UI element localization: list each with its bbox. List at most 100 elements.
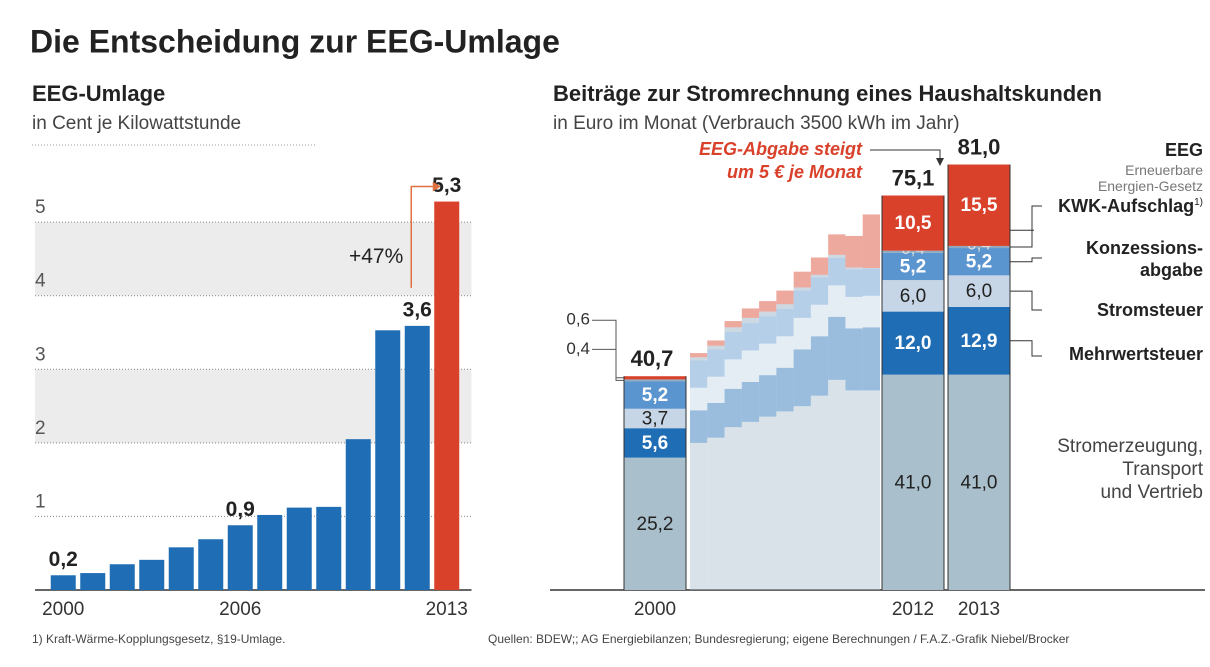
bar-segment-faded (845, 235, 863, 268)
segment-label: 41,0 (895, 472, 932, 493)
bar-segment-faded (845, 267, 863, 270)
bar-segment-faded (759, 375, 777, 417)
leader-line (592, 348, 624, 381)
bar-segment (882, 250, 944, 253)
bar (375, 330, 401, 590)
segment-label: 5,6 (642, 433, 668, 454)
bar-segment-faded (776, 411, 794, 590)
bar-segment-faded (776, 304, 794, 309)
legend-label: KWK-Aufschlag1) (1058, 196, 1203, 216)
annotation: +47% (349, 245, 403, 268)
segment-label: 5,2 (966, 252, 992, 273)
bar-segment (882, 280, 944, 312)
y-tick-label: 4 (35, 271, 46, 292)
segment-label: 6,0 (900, 286, 926, 307)
bar (198, 539, 224, 590)
legend-label: Konzessions- abgabe (1085, 238, 1203, 280)
bar-segment-faded (741, 381, 760, 422)
bar-segment-faded (690, 410, 708, 443)
bar-segment-faded (741, 323, 760, 351)
bar-segment-faded (793, 349, 811, 407)
y-tick-label: 5 (35, 197, 46, 218)
segment-label: 12,9 (961, 331, 998, 352)
bar (109, 564, 135, 590)
segment-label: 41,0 (961, 472, 998, 493)
bar (168, 547, 194, 590)
x-tick-label: 2006 (219, 599, 261, 620)
bar-segment-faded (810, 274, 829, 278)
annotation-arrow (870, 149, 941, 160)
total-label: 81,0 (958, 134, 1001, 159)
bar-segment-faded (741, 317, 760, 324)
bar-segment-faded (690, 357, 708, 361)
segment-label: 3,7 (642, 409, 668, 430)
bar-segment-faded (741, 421, 760, 590)
right-title: Beiträge zur Stromrechnung eines Haushal… (553, 81, 1102, 106)
bar-segment-faded (724, 327, 742, 333)
bar-segment (948, 306, 1010, 375)
bar-segment-faded (759, 311, 777, 317)
bar-segment (882, 311, 944, 375)
bar-segment-faded (707, 437, 725, 590)
bar-segment-faded (793, 290, 811, 318)
bar-segment-faded (810, 336, 829, 396)
bar (80, 573, 106, 590)
bar-segment-faded (810, 395, 829, 590)
bar-segment-faded (724, 359, 742, 389)
bar (227, 525, 253, 590)
bar-segment-faded (759, 301, 777, 312)
bar-segment-faded (810, 277, 829, 305)
bar-segment-faded (810, 257, 829, 275)
bar-segment-faded (793, 287, 811, 291)
x-tick-label: 2012 (892, 599, 934, 620)
bar-segment (882, 374, 944, 590)
left-subtitle: in Cent je Kilowattstunde (32, 113, 241, 134)
y-tick-label: 3 (35, 344, 46, 365)
legend-label: Mehrwertsteuer (1068, 344, 1203, 364)
bar-segment (624, 428, 686, 458)
total-label: 75,1 (892, 165, 935, 190)
bar-segment-faded (707, 340, 725, 346)
total-label: 40,7 (631, 346, 674, 371)
bar-segment-faded (776, 336, 794, 368)
footnote-mark: 1) (1194, 197, 1203, 208)
bar-segment-faded (845, 296, 863, 329)
segment-label: 25,2 (637, 514, 674, 535)
bar-segment-faded (793, 317, 811, 350)
segment-label: 5,2 (900, 256, 926, 277)
bar-segment-faded (862, 295, 880, 328)
bar-segment (948, 374, 1010, 590)
arrow (410, 185, 433, 288)
leader-line (592, 319, 624, 379)
value-label: 3,6 (403, 298, 432, 321)
bar-segment-faded (707, 402, 725, 438)
bar-segment-faded (793, 271, 811, 288)
segment-label: 10,5 (895, 213, 932, 234)
bar (50, 575, 76, 590)
segment-label: 15,5 (961, 195, 998, 216)
leader-line (1010, 257, 1042, 263)
leader-line (1010, 290, 1042, 311)
segment-label: 12,0 (895, 333, 932, 354)
source: Quellen: BDEW;; AG Energiebilanzen; Bund… (488, 632, 1069, 646)
bar-segment-faded (845, 328, 863, 391)
bar-segment-faded (741, 350, 760, 382)
legend-label: Stromsteuer (1096, 300, 1203, 320)
bar (286, 507, 312, 590)
value-label: 0,9 (226, 498, 255, 521)
bar (434, 201, 460, 591)
main-title: Die Entscheidung zur EEG-Umlage (30, 23, 560, 59)
bar-segment-faded (690, 442, 708, 590)
y-tick-label: 1 (35, 491, 46, 512)
bar-segment (948, 275, 1010, 307)
bar-segment-faded (828, 234, 846, 255)
bar-segment-faded (828, 379, 846, 590)
value-label: 0,2 (49, 548, 78, 571)
bar-segment-faded (724, 332, 742, 360)
bar-segment (882, 195, 944, 251)
bar-segment (948, 248, 1010, 276)
bar-segment-faded (845, 269, 863, 297)
bar-segment-faded (724, 427, 742, 590)
